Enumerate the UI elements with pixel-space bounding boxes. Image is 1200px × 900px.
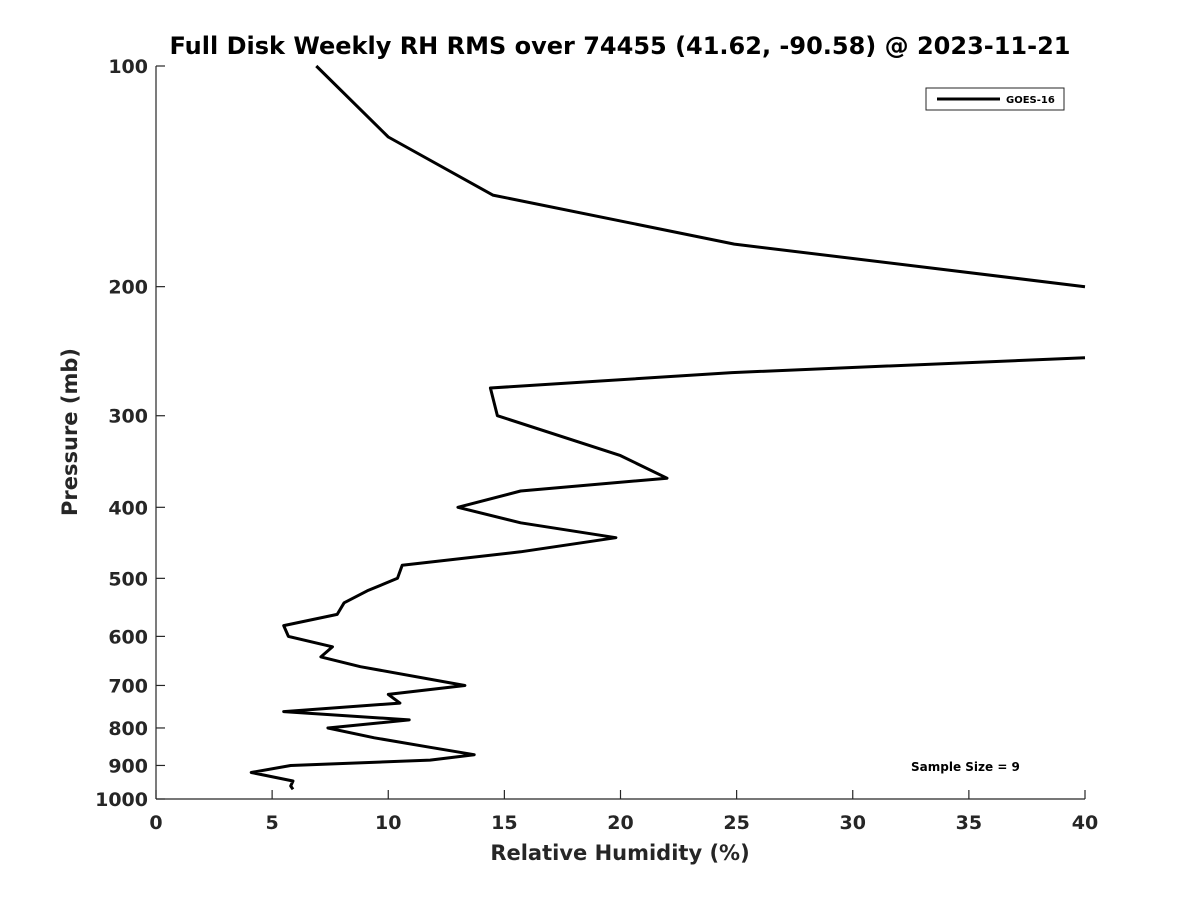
x-axis-label: Relative Humidity (%) (490, 841, 749, 865)
x-tick-label: 5 (266, 812, 279, 834)
y-tick-label: 300 (108, 406, 148, 428)
y-tick-label: 100 (108, 56, 148, 78)
y-tick-label: 700 (108, 675, 148, 697)
x-tick-label: 15 (491, 812, 517, 834)
series-layer (249, 64, 1086, 791)
y-tick-label: 400 (108, 497, 148, 519)
legend: GOES-16 (925, 87, 1065, 111)
y-tick-label: 900 (108, 755, 148, 777)
y-axis-label: Pressure (mb) (58, 348, 82, 516)
x-tick-label: 40 (1072, 812, 1098, 834)
x-tick-label: 10 (375, 812, 401, 834)
legend-label-goes-16: GOES-16 (1006, 95, 1055, 106)
sample-size-annotation: Sample Size = 9 (911, 760, 1020, 774)
series-line-goes-16-segment-2 (249, 356, 1086, 791)
y-tick-label: 600 (108, 626, 148, 648)
x-tick-label: 0 (149, 812, 162, 834)
plot-area (155, 66, 1085, 800)
x-tick-label: 25 (723, 812, 749, 834)
x-tick-label: 20 (607, 812, 633, 834)
y-tick-label: 800 (108, 718, 148, 740)
x-tick-label: 35 (956, 812, 982, 834)
series-line-goes-16-segment-1 (315, 64, 1086, 289)
y-tick-label: 200 (108, 277, 148, 299)
chart-title: Full Disk Weekly RH RMS over 74455 (41.6… (169, 32, 1070, 60)
x-axis-ticks: 0 5 10 15 20 25 30 35 40 (149, 790, 1098, 834)
y-axis-ticks: 100 200 300 400 500 600 700 800 900 1000 (95, 56, 165, 811)
x-tick-label: 30 (840, 812, 866, 834)
y-tick-label: 500 (108, 568, 148, 590)
y-tick-label: 1000 (95, 789, 148, 811)
